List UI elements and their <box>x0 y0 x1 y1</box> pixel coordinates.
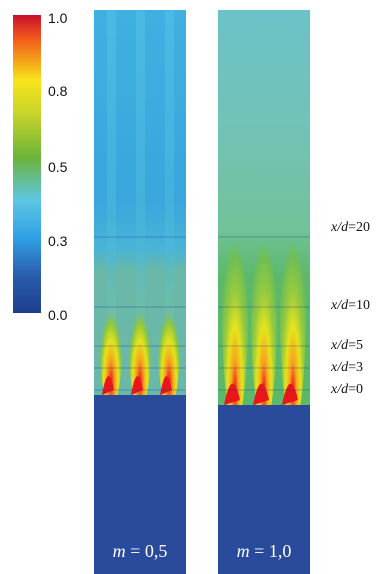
station-value: =10 <box>348 298 371 313</box>
panel-label-var: m <box>112 541 126 561</box>
colorbar-tick-0-3: 0.3 <box>48 233 68 249</box>
station-value: =0 <box>348 382 364 397</box>
station-label-x-d-5: x/d=5 <box>331 338 363 354</box>
station-value: =3 <box>348 360 364 375</box>
station-value: =5 <box>348 338 364 353</box>
panel-label-m-0-5: m = 0,5 <box>94 541 186 562</box>
station-label-x-d-10: x/d=10 <box>331 298 370 314</box>
station-var: x/d <box>331 338 349 353</box>
panel-label-var: m <box>236 541 250 561</box>
panel-label-value: = 0,5 <box>125 541 168 561</box>
station-value: =20 <box>348 220 371 235</box>
contour-plot-m-1-0 <box>218 10 310 574</box>
panel-label-value: = 1,0 <box>249 541 292 561</box>
colorbar-tick-0-8: 0.8 <box>48 83 68 99</box>
station-label-x-d-0: x/d=0 <box>331 382 363 398</box>
station-var: x/d <box>331 220 349 235</box>
colorbar-tick-0-5: 0.5 <box>48 159 68 175</box>
colorbar-tick-1-0: 1.0 <box>48 10 68 26</box>
colorbar <box>13 15 41 313</box>
contour-panel-m-0-5: m = 0,5 <box>94 10 186 574</box>
contour-panel-m-1-0: m = 1,0 <box>218 10 310 574</box>
station-var: x/d <box>331 360 349 375</box>
contour-plot-m-0-5 <box>94 10 186 574</box>
station-var: x/d <box>331 382 349 397</box>
panel-label-m-1-0: m = 1,0 <box>218 541 310 562</box>
station-label-x-d-20: x/d=20 <box>331 220 370 236</box>
station-var: x/d <box>331 298 349 313</box>
station-label-x-d-3: x/d=3 <box>331 360 363 376</box>
colorbar-tick-0-0: 0.0 <box>48 307 68 323</box>
